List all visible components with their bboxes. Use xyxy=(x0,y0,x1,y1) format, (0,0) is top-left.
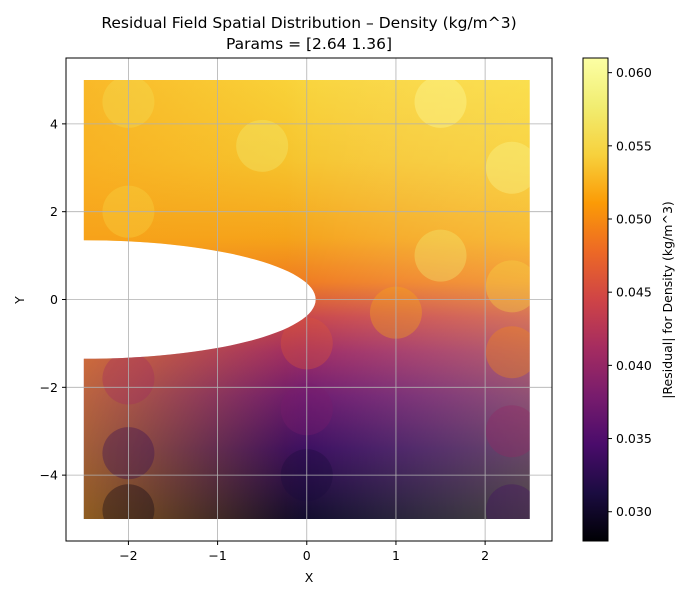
x-tick-label: 1 xyxy=(392,548,400,563)
colorbar-tick-label: 0.035 xyxy=(616,431,652,446)
y-axis-ticks: −4 −2 0 2 4 xyxy=(40,116,66,483)
x-tick-label: 0 xyxy=(303,548,311,563)
field-sample-5 xyxy=(414,229,467,282)
x-axis-label: X xyxy=(305,570,314,585)
y-tick-label: −2 xyxy=(40,380,58,395)
field-sample-2 xyxy=(236,119,289,172)
colorbar-tick-label: 0.060 xyxy=(616,65,652,80)
chart-title: Residual Field Spatial Distribution – De… xyxy=(101,14,516,32)
y-tick-label: 2 xyxy=(50,204,58,219)
y-tick-label: 0 xyxy=(50,292,58,307)
field-sample-3 xyxy=(414,79,467,128)
x-tick-label: 2 xyxy=(481,548,489,563)
colorbar-tick-label: 0.050 xyxy=(616,212,652,227)
x-tick-label: −2 xyxy=(119,548,137,563)
field-sample-12 xyxy=(485,405,530,458)
x-axis-ticks: −2 −1 0 1 2 xyxy=(119,541,489,563)
field-sample-16 xyxy=(485,484,530,520)
colorbar xyxy=(582,57,609,542)
field-domain-left-tint xyxy=(83,79,530,520)
field-sample-6 xyxy=(485,260,530,313)
field-samples xyxy=(102,79,530,520)
chart-subtitle: Params = [2.64 1.36] xyxy=(226,35,392,53)
field-sample-8 xyxy=(485,326,530,379)
colorbar-tick-label: 0.055 xyxy=(616,138,652,153)
y-tick-label: 4 xyxy=(50,116,58,131)
colorbar-tick-label: 0.030 xyxy=(616,504,652,519)
residual-field xyxy=(83,79,530,520)
y-tick-label: −4 xyxy=(40,468,58,483)
grid-lines xyxy=(66,58,552,541)
colorbar-tick-label: 0.040 xyxy=(616,358,652,373)
y-axis-label: Y xyxy=(12,296,27,305)
colorbar-ticks: 0.030 0.035 0.040 0.045 0.050 0.055 0.060 xyxy=(608,65,652,519)
x-tick-label: −1 xyxy=(208,548,226,563)
colorbar-label: |Residual| for Density (kg/m^3) xyxy=(660,201,675,399)
colorbar-tick-label: 0.045 xyxy=(616,285,652,300)
field-sample-4 xyxy=(485,141,530,194)
